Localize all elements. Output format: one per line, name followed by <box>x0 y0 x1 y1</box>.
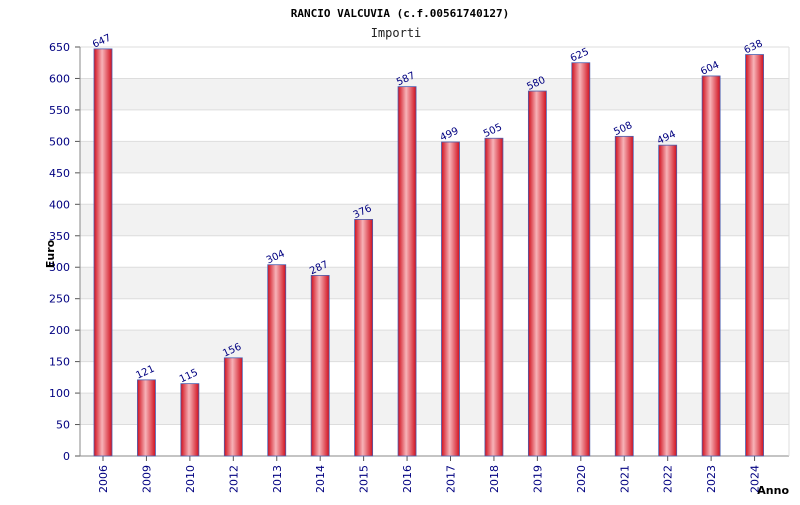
data-label: 604 <box>699 60 721 78</box>
x-tick-label: 2012 <box>227 465 240 493</box>
y-axis-label: Euro <box>44 239 57 268</box>
data-label: 638 <box>743 38 765 56</box>
bar <box>527 90 547 457</box>
x-tick-label: 2016 <box>401 465 414 493</box>
chart-title: RANCIO VALCUVIA (c.f.00561740127) <box>291 7 510 20</box>
y-tick-label: 400 <box>49 198 70 211</box>
bar <box>571 62 591 457</box>
y-tick-label: 500 <box>49 135 70 148</box>
y-tick-label: 550 <box>49 104 70 117</box>
background-band <box>80 330 789 362</box>
bar <box>137 379 156 457</box>
data-label: 121 <box>134 364 156 382</box>
bar <box>267 264 287 457</box>
bar <box>658 144 678 457</box>
data-label: 115 <box>178 367 200 385</box>
x-tick-label: 2022 <box>662 465 675 493</box>
bar <box>180 383 200 457</box>
tick-labels: 0 50 100 150 200 250 300 350 400 450 500 550 600 650 2… <box>49 41 762 493</box>
x-tick-label: 2020 <box>575 465 588 493</box>
data-label: 304 <box>265 248 287 266</box>
bar <box>354 219 374 457</box>
background-band <box>80 204 789 236</box>
background-band <box>80 141 789 173</box>
y-tick-label: 450 <box>49 167 70 180</box>
x-tick-label: 2024 <box>749 465 762 493</box>
bar <box>223 357 243 457</box>
x-tick-label: 2006 <box>97 465 110 493</box>
x-tick-label: 2013 <box>271 465 284 493</box>
y-tick-label: 50 <box>56 419 70 432</box>
bar <box>93 48 113 457</box>
y-tick-label: 0 <box>63 450 70 463</box>
x-tick-label: 2009 <box>140 465 153 493</box>
x-tick-label: 2015 <box>358 465 371 493</box>
y-tick-label: 200 <box>49 324 70 337</box>
bar <box>310 275 330 457</box>
chart-subtitle: Importi <box>371 26 422 40</box>
bar <box>484 137 504 457</box>
x-tick-label: 2019 <box>531 465 544 493</box>
background-band <box>80 78 789 110</box>
bar <box>397 86 417 457</box>
y-tick-label: 650 <box>49 41 70 54</box>
x-tick-label: 2010 <box>184 465 197 493</box>
y-tick-label: 100 <box>49 387 70 400</box>
bars <box>93 48 764 457</box>
y-tick-label: 300 <box>49 261 70 274</box>
background-band <box>80 267 789 299</box>
x-tick-label: 2017 <box>445 465 458 493</box>
y-tick-label: 600 <box>49 72 70 85</box>
data-label: 508 <box>612 120 634 138</box>
x-axis-label: Anno <box>757 484 789 497</box>
bar <box>701 75 721 457</box>
x-tick-label: 2018 <box>488 465 501 493</box>
bar <box>745 54 764 457</box>
y-tick-label: 350 <box>49 230 70 243</box>
x-tick-label: 2023 <box>705 465 718 493</box>
x-tick-label: 2021 <box>618 465 631 493</box>
bar <box>614 135 634 457</box>
y-tick-label: 150 <box>49 356 70 369</box>
x-tick-label: 2014 <box>314 465 327 493</box>
y-tick-label: 250 <box>49 293 70 306</box>
data-label: 625 <box>569 46 591 64</box>
data-label: 505 <box>482 122 504 140</box>
data-label: 647 <box>91 33 113 51</box>
bar <box>441 141 460 457</box>
